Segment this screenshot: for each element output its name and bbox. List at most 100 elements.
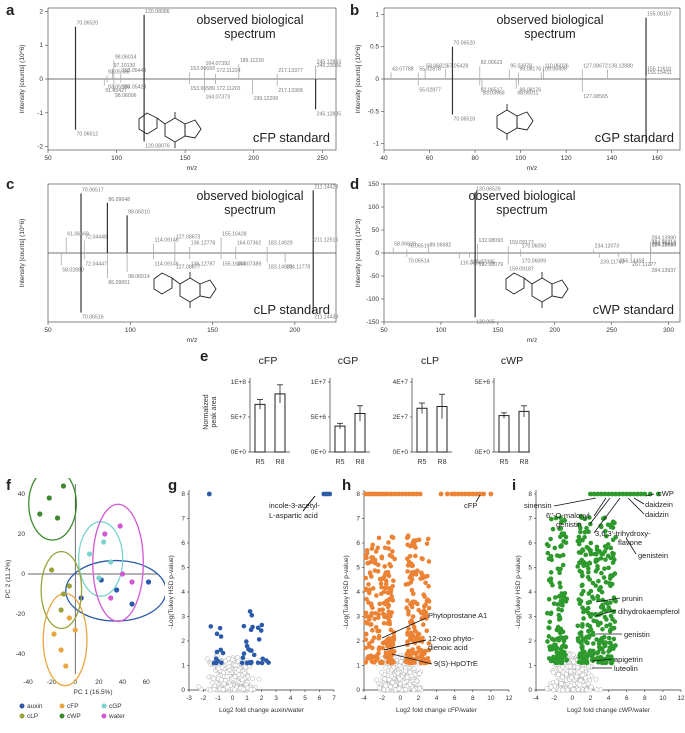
peak-label: 159.09177: [509, 240, 534, 246]
volcano-point-ns: [588, 684, 594, 690]
volcano-point-sig: [612, 557, 617, 562]
volcano-point-sig: [473, 491, 479, 497]
volcano-point-sig: [580, 605, 585, 611]
volcano-point-sig: [612, 619, 618, 624]
y-tick-label: -40: [16, 651, 26, 658]
volcano-point-sig: [545, 550, 551, 556]
volcano-point-ns: [224, 684, 230, 690]
volcano-point-sig: [420, 575, 426, 581]
peak-label: 110.06026: [545, 63, 569, 69]
volcano-point-ns: [240, 677, 245, 683]
volcano-point-sig: [556, 617, 562, 622]
x-tick-label: 10: [487, 695, 495, 702]
volcano-point-sig: [602, 614, 608, 620]
volcano-point-sig: [576, 522, 582, 528]
x-tick-label: 6: [318, 695, 322, 702]
x-axis-label: m/z: [187, 165, 197, 172]
peak-label: 284.13980: [652, 236, 677, 242]
volcano-point-sig: [403, 659, 409, 665]
y-tick-label: 4: [181, 589, 185, 596]
peak-label: 164.07389: [237, 261, 262, 267]
volcano-point-ns: [580, 672, 586, 678]
x-tick-label: 8: [643, 695, 647, 702]
pyrrolidine-ring: [516, 111, 534, 131]
volcano-point-sig: [410, 540, 415, 546]
peak-label: 98.06014: [115, 54, 137, 60]
volcano-point-sig: [403, 491, 409, 497]
x-axis-label: Log2 fold change cWP/water: [567, 707, 651, 714]
y-tick-label: 2: [528, 638, 532, 645]
volcano-point-sig: [206, 491, 212, 497]
peak-label: 245.12835: [317, 111, 342, 117]
y-tick-label: 3: [181, 614, 185, 621]
peak-label: 116.09561: [460, 261, 484, 267]
x-tick-label: -3: [186, 695, 192, 702]
confidence-ellipse: [42, 592, 88, 687]
y-tick-label: 0: [21, 571, 25, 578]
volcano-point-ns: [571, 659, 577, 665]
panel-label-b: b: [350, 2, 360, 19]
volcano-point-sig: [558, 515, 563, 520]
annotation-label: L-aspartic acid: [269, 511, 318, 520]
volcano-point-sig: [372, 616, 377, 622]
peak-area-panel-e: Normalized peak area cFP 0E+0 5E+7 1E+8 R5 R8 cG…: [203, 355, 530, 466]
pca-point: [49, 567, 55, 573]
volcano-point-sig: [368, 613, 374, 618]
volcano-point-ns: [567, 664, 573, 669]
peak-label: 239.11760: [600, 260, 624, 266]
peak-label: 199.12299: [254, 96, 279, 102]
volcano-point-ns: [556, 672, 562, 678]
peak-label: 103.05429: [122, 84, 147, 90]
volcano-point-ns: [210, 676, 216, 682]
volcano-point-sig: [406, 608, 411, 614]
volcano-point-sig: [585, 600, 591, 606]
pca-point: [58, 607, 64, 613]
volcano-point-sig: [413, 553, 418, 559]
y-tick-label: 3: [528, 614, 532, 621]
volcano-point-sig: [420, 650, 426, 656]
y-axis-label: PC 2 (11.2%): [5, 560, 12, 599]
volcano-point-sig: [255, 625, 261, 631]
y-tick-label: 4: [356, 589, 360, 596]
annotation-label: genistein: [638, 551, 668, 560]
bar: [518, 410, 530, 453]
pca-point: [102, 531, 108, 537]
volcano-point-sig: [576, 597, 582, 602]
pca-point: [145, 579, 152, 585]
volcano-point-sig: [604, 533, 609, 539]
volcano-point-sig: [363, 645, 369, 651]
bar: [254, 403, 266, 453]
y-tick-label: 0.5: [370, 44, 379, 51]
x-tick-label: 80: [471, 155, 479, 162]
volcano-point-sig: [412, 628, 418, 634]
peak-label: 155.16448: [222, 261, 247, 267]
molecule-structure: [505, 272, 569, 308]
volcano-point-sig: [376, 628, 382, 634]
volcano-point-sig: [372, 568, 378, 573]
pca-point: [72, 627, 78, 633]
x-tick-label: 20: [95, 679, 103, 686]
x-tick-label: 100: [111, 155, 122, 162]
pca-point: [66, 615, 72, 621]
volcano-point-sig: [605, 653, 611, 659]
volcano-point-sig: [606, 491, 611, 497]
volcano-point-sig: [426, 599, 432, 604]
y-tick-label: 1E+7: [311, 379, 327, 386]
peak-label: 82.06623: [481, 60, 503, 66]
annotation-leader: [593, 497, 621, 534]
x-tick-label: 300: [663, 327, 674, 334]
volcano-point-sig: [616, 491, 622, 497]
peak-label: 120.08086: [145, 9, 170, 15]
volcano-point-sig: [368, 559, 374, 565]
peak-label: 114.09146: [154, 261, 178, 267]
x-tick-label: -2: [551, 695, 557, 702]
volcano-point-sig: [560, 562, 566, 568]
volcano-point-sig: [406, 626, 411, 631]
y-tick-label: 0E+0: [231, 449, 247, 456]
diketopiperazine-ring: [179, 277, 201, 303]
volcano-point-sig: [579, 660, 585, 666]
y-tick-label: 0: [528, 687, 532, 694]
peak-label: 183.14929: [268, 241, 293, 247]
annotation-label: daidzin: [645, 510, 669, 519]
volcano-point-sig: [380, 660, 385, 665]
